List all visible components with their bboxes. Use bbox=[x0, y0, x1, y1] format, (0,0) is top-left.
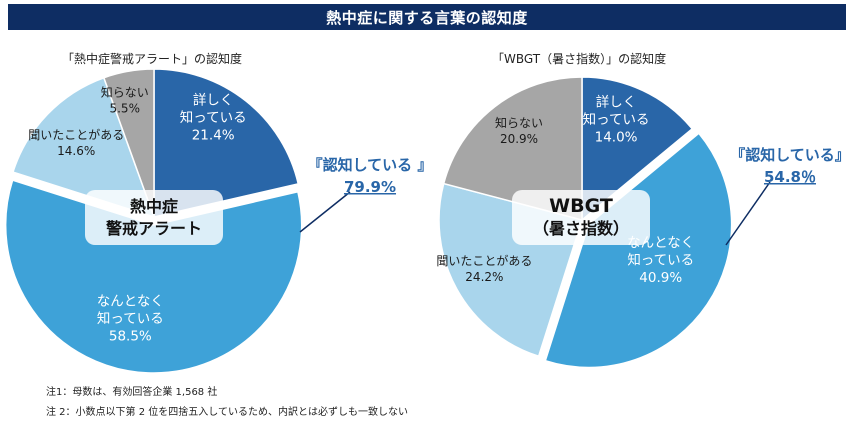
pie-1-callout-line bbox=[725, 181, 771, 246]
pie-0-callout-value: 79.9% bbox=[344, 178, 396, 196]
pie-0-slice-0 bbox=[153, 68, 300, 218]
pie-0-slice-2-value: 14.6% bbox=[57, 144, 95, 158]
pie-1-slice-3-value: 20.9% bbox=[500, 132, 538, 146]
pie-0-callout-line bbox=[299, 191, 351, 233]
pie-title-alert: 「熱中症警戒アラート」の認知度 bbox=[62, 52, 243, 66]
chart-title: 熱中症に関する言葉の認知度 bbox=[326, 8, 528, 27]
pie-1-slice-2-value: 24.2% bbox=[465, 270, 503, 284]
pie-0-slice-0-label: 詳しく bbox=[193, 92, 234, 108]
pie-title-wbgt: 「WBGT（暑さ指数）」の認知度 bbox=[492, 52, 667, 66]
pie-0-slice-0-value: 21.4% bbox=[192, 127, 235, 143]
note-1: 注1：母数は、有効回答企業 1,568 社 bbox=[46, 387, 218, 398]
pie-0-slice-2-label: 聞いたことがある bbox=[28, 127, 124, 142]
pie-0-slice-3-value: 5.5% bbox=[109, 102, 140, 116]
pie-0-center-label: 警戒アラート bbox=[105, 219, 202, 238]
chart-title-bar: 熱中症に関する言葉の認知度 bbox=[8, 4, 846, 30]
pie-1-slice-0-label: 知っている bbox=[583, 111, 650, 128]
pie-0-slice-1-value: 58.5% bbox=[109, 329, 152, 345]
pie-0-slice-1 bbox=[5, 179, 303, 374]
pie-1-center-label: WBGT bbox=[549, 195, 613, 217]
pie-0-slice-0-label: 知っている bbox=[180, 109, 247, 126]
pie-0-center-box bbox=[85, 190, 223, 245]
pie-1-slice-3 bbox=[442, 76, 583, 221]
pie-0-slice-1-label: なんとなく bbox=[97, 294, 164, 310]
pie-0-center-label: 熱中症 bbox=[130, 197, 178, 216]
note-2: 注 2：小数点以下第 2 位を四捨五入しているため、内訳とは必ずしも一致しない bbox=[46, 407, 408, 418]
pie-0-callout-label: 『認知している 』 bbox=[308, 156, 433, 174]
pie-0-slice-3 bbox=[102, 68, 155, 218]
pie-1-slice-0-label: 詳しく bbox=[596, 94, 637, 110]
pie-1-center-box bbox=[512, 190, 650, 245]
pie-0-slice-3-label: 知らない bbox=[101, 86, 149, 100]
pie-0-slice-2 bbox=[12, 76, 156, 219]
pie-1-center-label: （暑さ指数） bbox=[533, 219, 629, 238]
pie-1-slice-3-label: 知らない bbox=[495, 116, 543, 130]
pie-1-callout-value: 54.8％ bbox=[764, 168, 816, 186]
pie-1-slice-1-value: 40.9% bbox=[639, 270, 682, 286]
pie-0-slice-1-label: 知っている bbox=[97, 310, 164, 327]
pie-1-slice-1-label: 知っている bbox=[627, 251, 694, 268]
pie-1-slice-2-label: 聞いたことがある bbox=[436, 253, 532, 268]
pie-1-callout-label: 『認知している』 bbox=[730, 146, 850, 164]
pie-1-slice-0-value: 14.0% bbox=[595, 129, 638, 145]
pie-1-slice-0 bbox=[581, 76, 694, 222]
pie-1-slice-1 bbox=[544, 132, 733, 369]
